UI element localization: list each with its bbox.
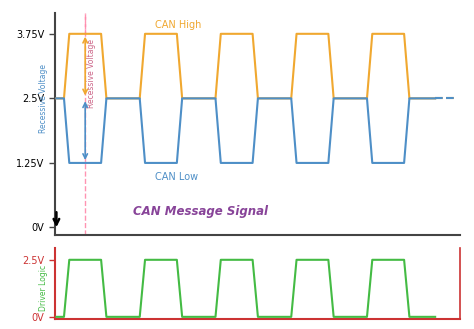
Text: CAN Low: CAN Low [155, 172, 198, 182]
Text: Driver Logic: Driver Logic [39, 265, 48, 311]
Text: CAN High: CAN High [155, 20, 201, 30]
Text: CAN Message Signal: CAN Message Signal [133, 205, 268, 218]
Text: Recessive Voltage: Recessive Voltage [39, 64, 48, 133]
Text: Recessive Voltage: Recessive Voltage [87, 39, 96, 108]
